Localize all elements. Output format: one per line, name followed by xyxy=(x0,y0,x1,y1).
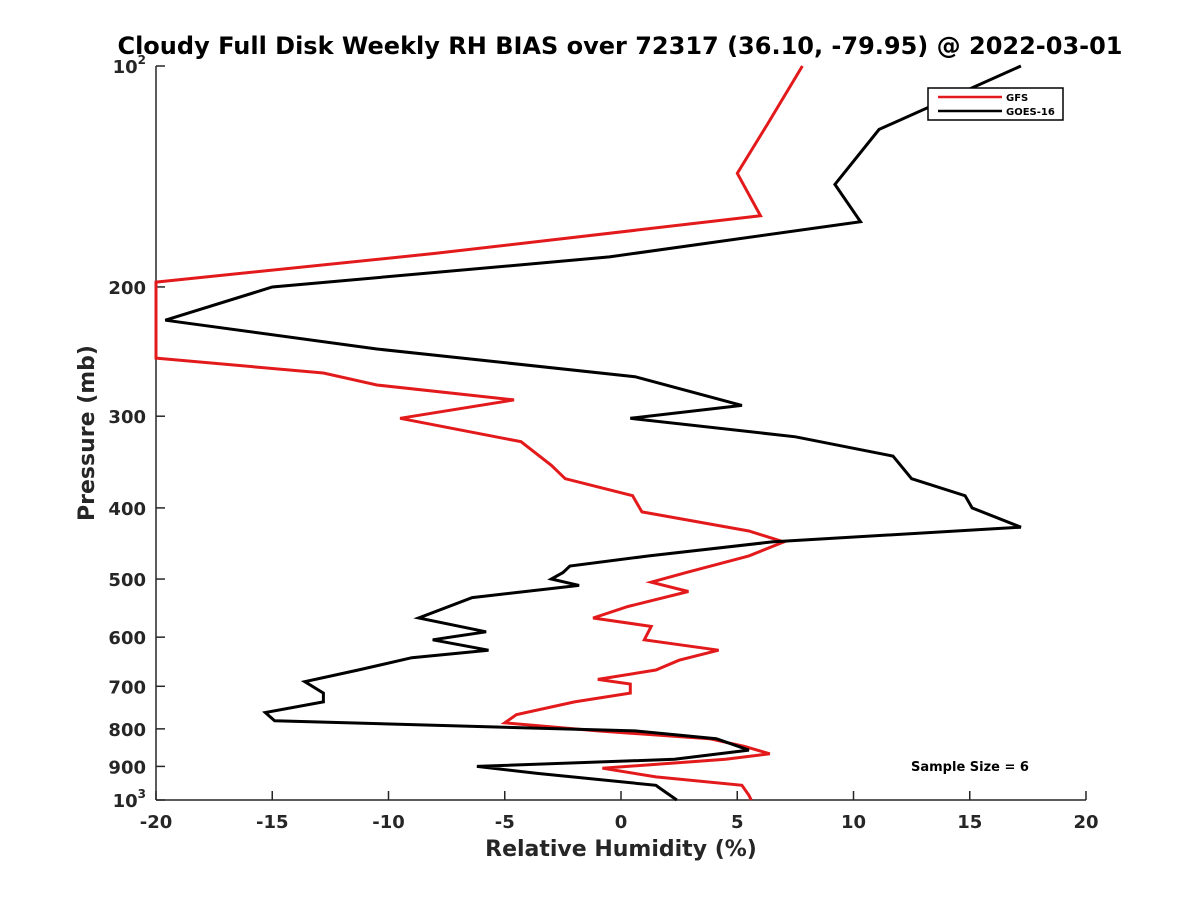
y-tick-label: 500 xyxy=(108,570,146,591)
plot-area xyxy=(156,66,1086,800)
x-tick-label: -15 xyxy=(256,812,289,833)
x-axis-ticks: -20 -15 -10 -5 0 5 10 15 20 xyxy=(140,791,1099,833)
y-tick-label: 700 xyxy=(108,677,146,698)
legend-label-goes16: GOES-16 xyxy=(1006,107,1055,118)
x-tick-label: 5 xyxy=(731,812,744,833)
legend-box xyxy=(927,87,1064,121)
series-line-gfs xyxy=(154,65,804,801)
y-tick-label: 300 xyxy=(108,407,146,428)
series-line-goes-16 xyxy=(164,64,1022,802)
y-tick-label: 103 xyxy=(113,787,146,812)
x-tick-label: 20 xyxy=(1073,812,1098,833)
legend-label-gfs: GFS xyxy=(1006,93,1028,104)
x-tick-label: -20 xyxy=(140,812,173,833)
y-axis-label: Pressure (mb) xyxy=(75,345,100,521)
x-axis-label: Relative Humidity (%) xyxy=(485,837,757,862)
chart-title: Cloudy Full Disk Weekly RH BIAS over 723… xyxy=(117,32,1122,60)
x-tick-label: 15 xyxy=(957,812,982,833)
y-tick-label: 800 xyxy=(108,720,146,741)
y-tick-label: 400 xyxy=(108,499,146,520)
y-tick-label: 900 xyxy=(108,757,146,778)
x-tick-label: -5 xyxy=(495,812,515,833)
series-lines xyxy=(154,64,1022,802)
x-tick-label: 0 xyxy=(615,812,628,833)
x-tick-label: 10 xyxy=(841,812,866,833)
sample-size-annotation: Sample Size = 6 xyxy=(911,760,1029,775)
y-tick-label: 200 xyxy=(108,278,146,299)
y-tick-label: 600 xyxy=(108,628,146,649)
legend: GFS GOES-16 xyxy=(927,87,1064,121)
y-axis-ticks: 102 200 300 400 500 600 700 800 900 103 xyxy=(108,53,165,812)
x-tick-label: -10 xyxy=(372,812,405,833)
y-tick-label: 102 xyxy=(113,53,146,78)
